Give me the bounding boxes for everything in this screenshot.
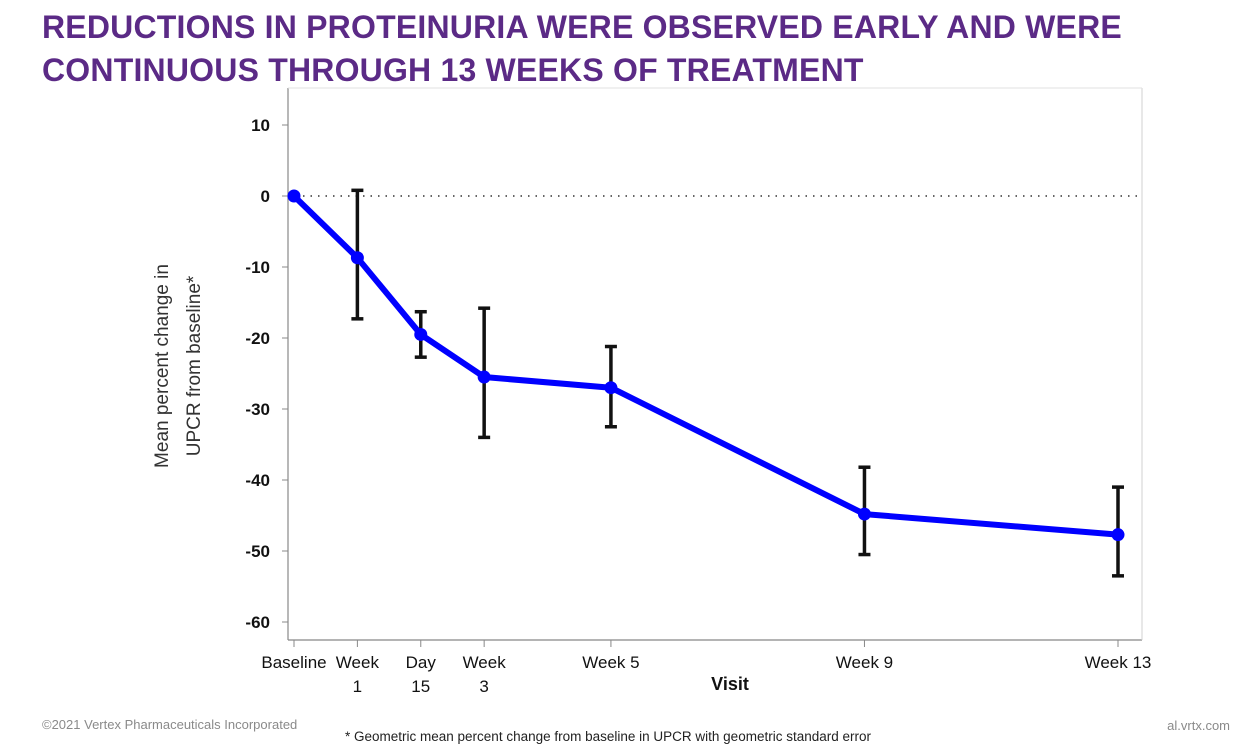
title-line-1: REDUCTIONS IN PROTEINURIA WERE OBSERVED … [42,9,1122,45]
y-axis-ticks: 10 0 -10 -20 -30 -40 -50 -60 [245,116,288,632]
x-tick-label: Week 3 [463,653,507,696]
data-point [414,327,428,341]
x-tick-label-line: 15 [411,677,430,696]
y-tick-label: 0 [261,187,270,206]
data-point [1111,528,1125,542]
x-tick-label: Day 15 [406,653,437,696]
footer-copyright: ©2021 Vertex Pharmaceuticals Incorporate… [42,717,298,732]
data-point [477,370,491,384]
slide-title: REDUCTIONS IN PROTEINURIA WERE OBSERVED … [42,6,1222,92]
x-tick-label-line: Week 13 [1085,653,1152,672]
x-tick-label-line: Baseline [261,653,326,672]
x-axis-title: Visit [711,674,749,694]
data-points [287,189,1125,542]
series-line [291,193,1121,538]
x-tick-label: Week 9 [836,653,893,672]
y-axis-title-line: UPCR from baseline* [184,275,205,456]
y-tick-label: 10 [251,116,270,135]
y-tick-label: -20 [245,329,270,348]
x-tick-label-line: 1 [353,677,362,696]
y-tick-label: -60 [245,613,270,632]
axis-labels: Visit Mean percent change in UPCR from bas… [152,264,749,694]
footer-footnote: * Geometric mean percent change from bas… [345,729,871,744]
plot-frame [287,87,1143,641]
x-tick-label-line: Week [463,653,507,672]
y-tick-label: -10 [245,258,270,277]
y-tick-label: -50 [245,542,270,561]
x-tick-label: Week 5 [582,653,639,672]
x-tick-label: Baseline [261,653,326,672]
data-point [350,251,364,265]
x-tick-label: Week 1 [336,653,380,696]
data-point [857,507,871,521]
y-tick-label: -30 [245,400,270,419]
y-tick-label: -40 [245,471,270,490]
x-tick-label-line: Week [336,653,380,672]
x-axis-ticks: Baseline Week 1 Day 15 Week 3 Week 5 Week 9 Week … [261,640,1151,696]
x-tick-label: Week 13 [1085,653,1152,672]
x-tick-label-line: Week 9 [836,653,893,672]
data-point [287,189,301,203]
series-polyline [291,193,1121,538]
x-tick-label-line: Day [406,653,437,672]
y-axis-title: Mean percent change in UPCR from baseline… [152,264,205,468]
data-point [604,381,618,395]
footer-url: al.vrtx.com [1167,718,1230,733]
x-tick-label-line: 3 [479,677,488,696]
error-bars [351,188,1124,578]
y-axis-title-line: Mean percent change in [152,264,173,468]
title-line-2: CONTINUOUS THROUGH 13 WEEKS OF TREATMENT [42,52,864,88]
x-tick-label-line: Week 5 [582,653,639,672]
